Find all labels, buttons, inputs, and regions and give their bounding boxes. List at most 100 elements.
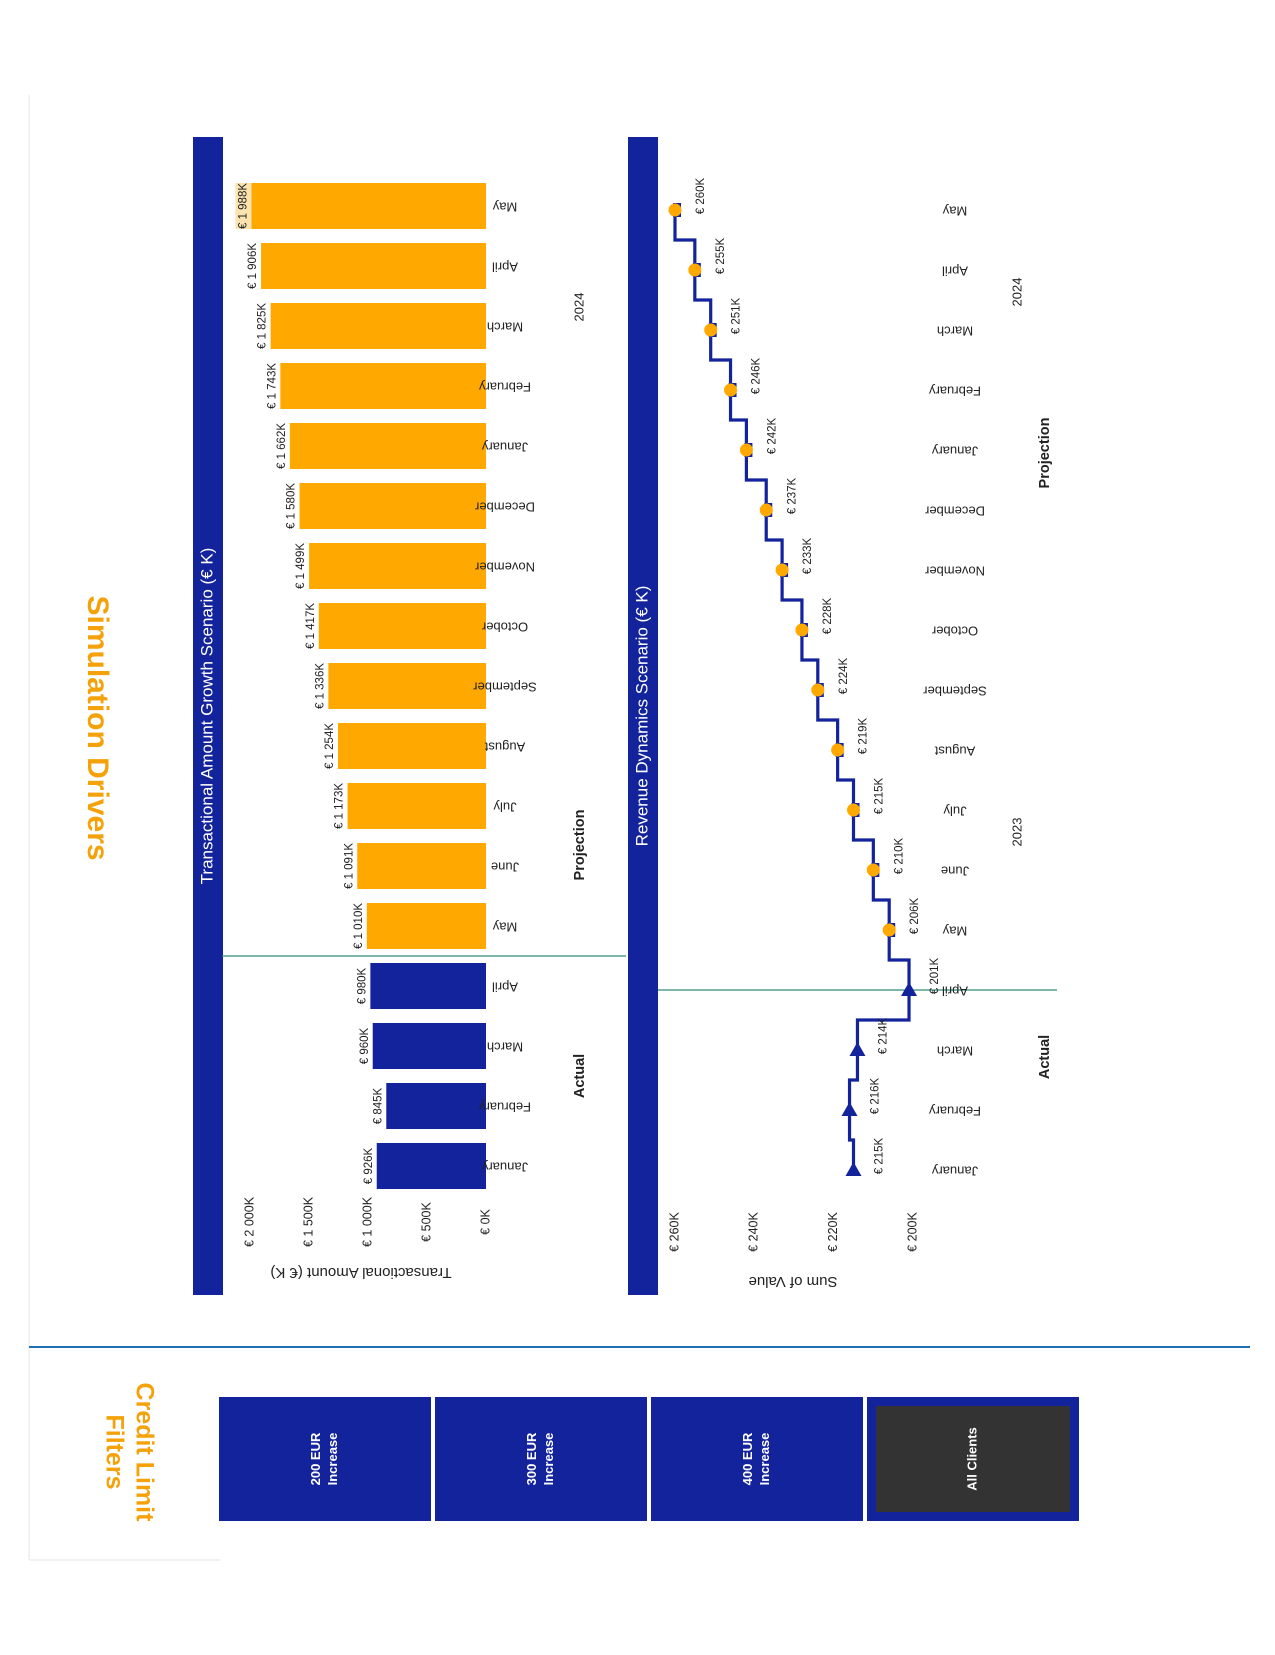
bar[interactable] bbox=[357, 843, 486, 889]
line-marker-projection[interactable] bbox=[882, 923, 896, 937]
filter-button-label-group: 200 EUR Increase bbox=[308, 1432, 340, 1485]
bar[interactable] bbox=[338, 723, 486, 769]
bar-category-label: April bbox=[492, 260, 518, 275]
line-marker-projection[interactable] bbox=[724, 383, 738, 397]
bar-y-tick: € 1 000K bbox=[360, 1196, 374, 1247]
filter-button-bg[interactable] bbox=[651, 1397, 863, 1521]
bar-category-label: May bbox=[492, 200, 517, 215]
line-marker-projection[interactable] bbox=[847, 803, 860, 817]
bar-category-label-group: January bbox=[481, 440, 528, 455]
line-y-axis-title: Sum of Value bbox=[749, 1273, 838, 1290]
line-category-label-group: November bbox=[924, 564, 985, 579]
line-category-label-group: January bbox=[931, 444, 978, 459]
line-category-label-group: April bbox=[942, 984, 968, 999]
line-data-label-group: € 228K bbox=[822, 597, 834, 634]
bar-category-label: January bbox=[481, 440, 528, 455]
bar-data-label: € 926K bbox=[363, 1147, 375, 1184]
line-data-label: € 214K bbox=[877, 1017, 889, 1054]
bar[interactable] bbox=[370, 963, 486, 1009]
line-marker-projection[interactable] bbox=[795, 623, 809, 637]
line-marker-projection[interactable] bbox=[668, 203, 682, 217]
filters-title-line-2: Filters bbox=[100, 1414, 128, 1489]
filter-button-1[interactable]: 200 EUR Increase bbox=[219, 1397, 431, 1521]
bar[interactable] bbox=[372, 1023, 486, 1069]
line-category-label-group: March bbox=[937, 324, 973, 339]
filters-title-group: Credit Limit Filters bbox=[100, 1383, 158, 1523]
bar[interactable] bbox=[318, 603, 486, 649]
bar-chart-title-group: Transactional Amount Growth Scenario (€ … bbox=[197, 548, 216, 885]
line-category-label: February bbox=[928, 384, 981, 399]
line-marker-projection[interactable] bbox=[831, 743, 845, 757]
line-category-label: May bbox=[942, 924, 967, 939]
bar[interactable] bbox=[347, 783, 486, 829]
line-marker-actual[interactable] bbox=[845, 1162, 862, 1176]
line-chart-title: Revenue Dynamics Scenario (€ K) bbox=[632, 586, 651, 847]
filter-button-2[interactable]: 300 EUR Increase bbox=[435, 1397, 647, 1521]
bar[interactable] bbox=[328, 663, 486, 709]
filter-button-3[interactable]: 400 EUR Increase bbox=[651, 1397, 863, 1521]
bar-data-label-group: € 960K bbox=[359, 1027, 371, 1064]
bar-data-label-group: € 1 417K bbox=[305, 603, 317, 649]
line-marker-projection[interactable] bbox=[866, 863, 880, 877]
line-category-label-group: May bbox=[942, 924, 967, 939]
bar[interactable] bbox=[289, 423, 486, 469]
filter-button-selected-fill[interactable] bbox=[876, 1406, 1070, 1512]
line-marker-actual[interactable] bbox=[841, 1102, 858, 1116]
line-marker-actual[interactable] bbox=[849, 1042, 866, 1056]
bar-y-tick-group: € 2 000K bbox=[242, 1196, 256, 1247]
bar[interactable] bbox=[270, 303, 486, 349]
line-chart-header bbox=[628, 137, 658, 1295]
line-marker-projection[interactable] bbox=[811, 683, 825, 697]
bar-category-label-group: June bbox=[491, 860, 519, 875]
bar[interactable] bbox=[251, 183, 486, 229]
bar-group-label-projection-group: Projection bbox=[572, 810, 588, 881]
line-category-label: July bbox=[943, 804, 967, 819]
line-marker-projection[interactable] bbox=[739, 443, 753, 457]
bar[interactable] bbox=[376, 1143, 486, 1189]
line-marker-actual[interactable] bbox=[901, 982, 918, 996]
bar-category-label-group: February bbox=[478, 380, 531, 395]
bar-category-label-group: February bbox=[478, 1100, 531, 1115]
line-category-label: September bbox=[923, 684, 987, 699]
line-chart: € 200K € 220K € 240K € 260K Sum of Value € 21… bbox=[658, 177, 1057, 1290]
bar-data-label: € 1 743K bbox=[266, 363, 278, 409]
bar-category-label-group: May bbox=[492, 200, 517, 215]
line-category-label-group: October bbox=[931, 624, 978, 639]
line-marker-projection[interactable] bbox=[775, 563, 789, 577]
bar[interactable] bbox=[280, 363, 486, 409]
bar-data-label-group: € 1 988K bbox=[237, 183, 249, 229]
bar[interactable] bbox=[366, 903, 486, 949]
bar-data-label-group: € 926K bbox=[363, 1147, 375, 1184]
line-category-label-group: February bbox=[928, 384, 981, 399]
bar-category-label-group: March bbox=[487, 1040, 523, 1055]
line-group-label-actual: Actual bbox=[1037, 1035, 1053, 1079]
line-y-tick-group: € 200K bbox=[905, 1212, 919, 1252]
bar[interactable] bbox=[261, 243, 486, 289]
line-marker-projection[interactable] bbox=[759, 503, 773, 517]
line-year-label-2023: 2023 bbox=[1009, 818, 1024, 847]
line-y-tick-group: € 240K bbox=[747, 1212, 761, 1252]
line-category-label: May bbox=[942, 204, 967, 219]
line-category-label-group: August bbox=[934, 744, 975, 759]
bar-data-label: € 1 336K bbox=[314, 663, 326, 709]
bar-data-label: € 1 662K bbox=[276, 423, 288, 469]
bar[interactable] bbox=[299, 483, 486, 529]
bar-category-label-group: April bbox=[492, 260, 518, 275]
filter-button-bg[interactable] bbox=[435, 1397, 647, 1521]
bar[interactable] bbox=[309, 543, 486, 589]
filter-button-4[interactable]: All Clients bbox=[867, 1397, 1079, 1521]
bar-data-label: € 1 825K bbox=[257, 303, 269, 349]
line-category-label: April bbox=[942, 984, 968, 999]
bar-category-label: May bbox=[492, 920, 517, 935]
bar-y-tick-group: € 500K bbox=[419, 1202, 433, 1242]
filter-button-label: 300 EUR bbox=[524, 1432, 539, 1485]
bar[interactable] bbox=[386, 1083, 486, 1129]
line-group-label-projection-group: Projection bbox=[1037, 418, 1053, 489]
line-marker-projection[interactable] bbox=[704, 323, 718, 337]
filter-button-bg[interactable] bbox=[219, 1397, 431, 1521]
bar-data-label-group: € 1 336K bbox=[314, 663, 326, 709]
line-marker-projection[interactable] bbox=[688, 263, 702, 277]
line-data-label: € 215K bbox=[874, 1137, 886, 1174]
bar-year-label: 2024 bbox=[571, 293, 586, 322]
